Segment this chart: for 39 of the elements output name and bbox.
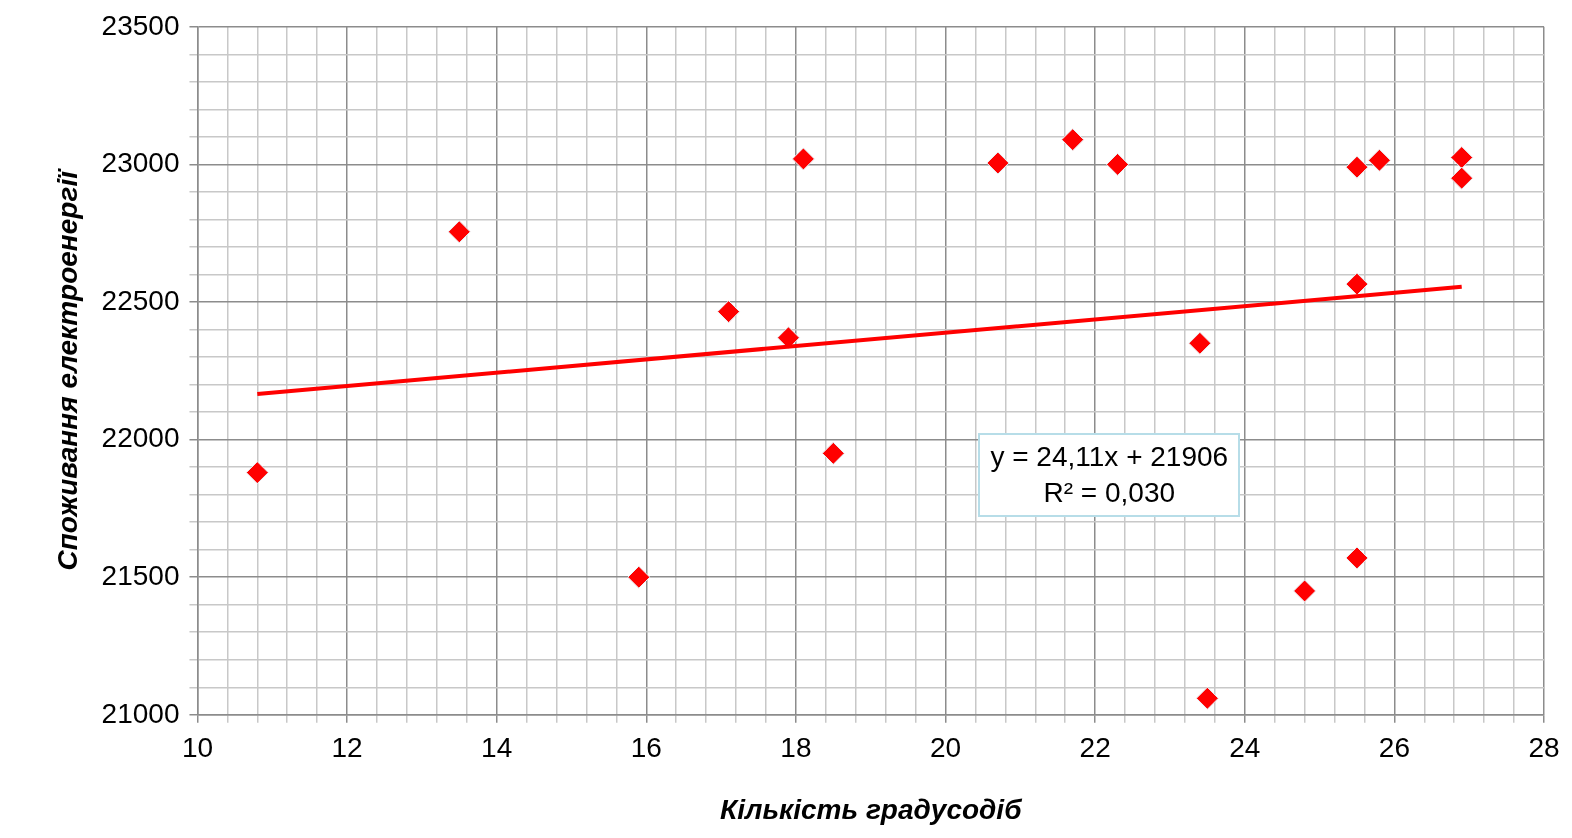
annotation: R² = 0,030 [1042, 475, 1177, 510]
x-tick-label: 10 [181, 732, 214, 764]
y-tick-label: 23000 [101, 147, 180, 179]
point [1345, 272, 1369, 296]
y-axis-title: Споживання електроенергії [51, 167, 83, 571]
point [1293, 579, 1317, 603]
point [1367, 148, 1391, 172]
annotation: y = 24,11x + 21906 [990, 439, 1229, 474]
point [245, 461, 269, 485]
y-tick-label: 21500 [101, 559, 180, 591]
x-tick-label: 28 [1528, 732, 1560, 764]
x-axis-title: Кількість градусодіб [719, 793, 1023, 825]
x-tick-label: 14 [481, 732, 513, 764]
point [1188, 331, 1212, 355]
x-tick-label: 12 [331, 732, 363, 764]
point [447, 220, 471, 244]
y-tick-label: 23500 [101, 9, 180, 41]
point [1061, 128, 1085, 152]
y-tick-label: 22000 [101, 422, 180, 454]
point [627, 565, 651, 589]
x-tick-label: 18 [780, 732, 812, 764]
x-tick-label: 16 [630, 732, 662, 764]
x-tick-label: 22 [1079, 732, 1111, 764]
point [821, 441, 845, 465]
point [1106, 152, 1130, 176]
point [1345, 155, 1369, 179]
point [717, 300, 741, 324]
point [1195, 686, 1219, 710]
x-tick-label: 20 [929, 732, 962, 764]
point [776, 326, 800, 350]
y-tick-label: 21000 [101, 697, 180, 729]
point [1450, 166, 1474, 190]
point [791, 147, 815, 171]
point [1345, 546, 1369, 570]
point [986, 151, 1010, 175]
x-tick-label: 26 [1378, 732, 1410, 764]
x-tick-label: 24 [1229, 732, 1261, 764]
y-tick-label: 22500 [101, 284, 180, 316]
point [1450, 146, 1474, 170]
